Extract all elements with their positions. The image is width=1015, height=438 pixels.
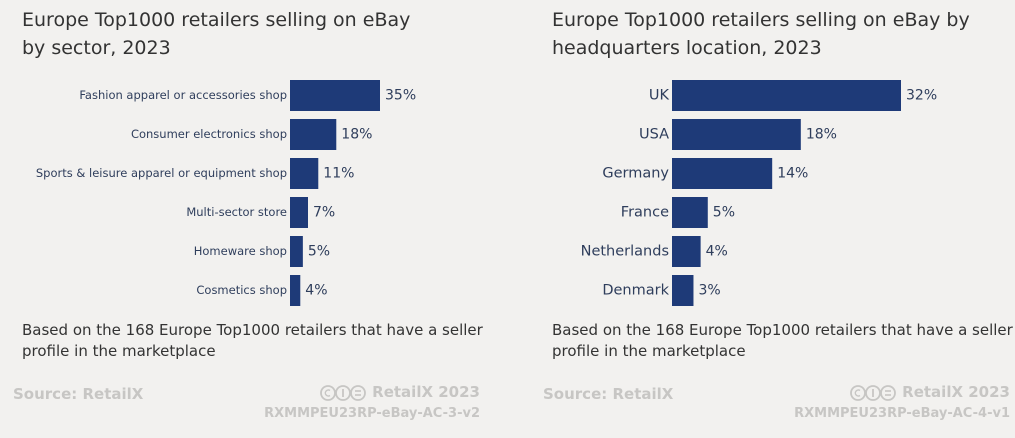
category-label: Consumer electronics shop xyxy=(131,127,287,141)
bar xyxy=(290,119,337,150)
bar xyxy=(672,158,773,189)
value-label: 7% xyxy=(313,205,335,221)
chart-panel-sector: Europe Top1000 retailers selling on eBay… xyxy=(0,0,495,438)
bar xyxy=(672,236,701,267)
value-label: 3% xyxy=(698,283,720,299)
bar xyxy=(290,158,319,189)
chart-note: Based on the 168 Europe Top1000 retailer… xyxy=(22,321,483,360)
bar xyxy=(290,80,380,111)
category-label: Cosmetics shop xyxy=(196,283,287,297)
category-label: Netherlands xyxy=(581,244,669,260)
chart-title: Europe Top1000 retailers selling on eBay… xyxy=(22,6,410,62)
value-label: 5% xyxy=(308,244,330,260)
bar xyxy=(672,119,801,150)
value-label: 14% xyxy=(777,166,808,182)
bar-chart-sector: Fashion apparel or accessories shop 35% Co… xyxy=(36,80,416,306)
brand-text: RetailX 2023 xyxy=(372,383,480,401)
bar xyxy=(672,275,694,306)
category-label: Denmark xyxy=(602,283,669,299)
chart-title-line: Europe Top1000 retailers selling on eBay… xyxy=(552,9,970,31)
bar xyxy=(290,197,308,228)
source-label: Source: RetailX xyxy=(543,385,674,403)
value-label: 18% xyxy=(341,127,372,143)
category-label: Fashion apparel or accessories shop xyxy=(79,88,287,102)
chart-title-line: headquarters location, 2023 xyxy=(552,37,822,59)
chart-code: RXMMPEU23RP-eBay-AC-4-v1 xyxy=(794,406,1010,421)
creative-commons-icon xyxy=(850,384,897,401)
brand-label: RetailX 2023 xyxy=(850,383,1010,401)
value-label: 11% xyxy=(323,166,354,182)
bar xyxy=(672,197,708,228)
value-label: 35% xyxy=(385,88,416,104)
category-label: Germany xyxy=(602,166,669,182)
bar-chart-location: UK 32% USA 18% Germany 14% France 5% Netherlands… xyxy=(581,80,937,306)
category-label: Multi-sector store xyxy=(186,205,287,219)
chart-title-line: by sector, 2023 xyxy=(22,37,171,59)
bar xyxy=(672,80,901,111)
brand-text: RetailX 2023 xyxy=(902,383,1010,401)
chart-title-line: Europe Top1000 retailers selling on eBay xyxy=(22,9,411,31)
source-label: Source: RetailX xyxy=(13,385,144,403)
chart-title: Europe Top1000 retailers selling on eBay… xyxy=(552,6,970,62)
value-label: 32% xyxy=(906,88,937,104)
chart-code: RXMMPEU23RP-eBay-AC-3-v2 xyxy=(264,406,480,421)
bar xyxy=(290,236,303,267)
category-label: UK xyxy=(649,88,670,104)
category-label: USA xyxy=(639,127,669,143)
category-label: Homeware shop xyxy=(194,244,287,258)
category-label: Sports & leisure apparel or equipment sh… xyxy=(36,166,287,180)
chart-note: Based on the 168 Europe Top1000 retailer… xyxy=(552,321,1013,360)
category-label: France xyxy=(621,205,669,221)
creative-commons-icon xyxy=(320,384,367,401)
brand-label: RetailX 2023 xyxy=(320,383,480,401)
value-label: 18% xyxy=(806,127,837,143)
value-label: 4% xyxy=(305,283,327,299)
bar xyxy=(290,275,301,306)
value-label: 4% xyxy=(706,244,728,260)
value-label: 5% xyxy=(713,205,735,221)
chart-panel-location: Europe Top1000 retailers selling on eBay… xyxy=(530,0,1015,438)
